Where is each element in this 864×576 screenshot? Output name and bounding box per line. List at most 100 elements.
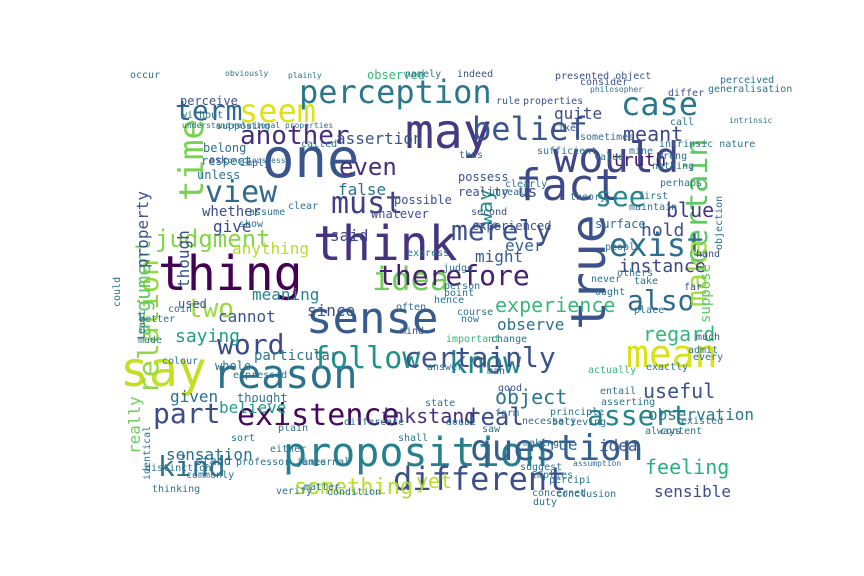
cloud-word: content (660, 426, 702, 437)
cloud-word: meant (623, 122, 683, 146)
cloud-word: idea (372, 260, 449, 298)
cloud-word: ever (505, 236, 544, 255)
cloud-word: coin (168, 304, 192, 315)
cloud-word: observe (497, 315, 564, 334)
cloud-word: nothing (652, 161, 694, 172)
cloud-word: differ (668, 88, 704, 99)
cloud-word: surface (595, 217, 646, 231)
cloud-word: hand (696, 249, 720, 260)
cloud-word: something (294, 475, 413, 500)
cloud-word: theory (570, 192, 606, 203)
cloud-word: even (339, 153, 397, 181)
cloud-word: mean (626, 332, 718, 376)
cloud-word: may (405, 104, 492, 160)
cloud-word: belief (472, 110, 588, 148)
cloud-word: make (680, 240, 713, 307)
cloud-word: say (120, 342, 207, 398)
cloud-word: fact (515, 160, 621, 211)
cloud-word: word (217, 328, 284, 361)
cloud-word: internal (302, 457, 350, 468)
cloud-word: property (133, 191, 152, 268)
cloud-word: term (175, 94, 242, 127)
cloud-word: imply (240, 158, 270, 169)
cloud-word: know (449, 346, 522, 381)
cloud-word: quite (554, 104, 602, 123)
cloud-word: another (240, 121, 350, 151)
cloud-word: believing (552, 417, 606, 428)
cloud-word: without (181, 110, 223, 121)
cloud-word: whatever (371, 207, 429, 221)
cloud-word: suppose (698, 264, 714, 323)
cloud-word: way (473, 189, 497, 225)
cloud-word: philosopher (590, 85, 643, 94)
cloud-word: suggest (520, 462, 562, 473)
cloud-word: true (539, 435, 578, 454)
cloud-word: man (487, 366, 505, 377)
cloud-word: hence (434, 295, 464, 306)
cloud-word: follow (312, 341, 421, 376)
cloud-word: never (591, 274, 621, 285)
cloud-word: observation (648, 405, 754, 424)
cloud-word: difference (344, 417, 404, 428)
cloud-word: generalisation (708, 84, 792, 95)
cloud-word: change (491, 334, 527, 345)
cloud-word: admit (688, 345, 718, 356)
cloud-word: sufficient (537, 146, 597, 157)
cloud-word: good (498, 383, 522, 394)
cloud-word: really (125, 396, 144, 454)
cloud-word: since (307, 301, 355, 320)
cloud-word: properties (523, 96, 583, 107)
cloud-word: ask (209, 155, 227, 166)
cloud-word: two (187, 294, 234, 324)
cloud-word: saying (175, 326, 240, 347)
cloud-word: reason (213, 352, 358, 398)
cloud-word: perhaps (660, 178, 702, 189)
cloud-word: course (457, 307, 493, 318)
cloud-word: possible (394, 193, 452, 207)
cloud-word: regard (643, 322, 715, 346)
cloud-word: meaning (252, 285, 319, 304)
cloud-word: sometimes (580, 132, 634, 143)
cloud-word: far (684, 282, 702, 293)
cloud-word: form (495, 408, 519, 419)
cloud-word: see (595, 180, 646, 213)
cloud-word: certain (680, 139, 715, 265)
cloud-word: particular (254, 348, 338, 364)
cloud-word: must (331, 186, 403, 221)
cloud-word: therefore (378, 259, 530, 292)
cloud-word: understand (182, 121, 230, 130)
cloud-word: kind (158, 450, 225, 483)
cloud-word: verify (276, 486, 312, 497)
cloud-word: unreal (489, 187, 525, 198)
cloud-word: cannot (218, 307, 276, 326)
cloud-word: stand (195, 454, 231, 468)
cloud-word: others (617, 268, 653, 279)
cloud-word: percipi (549, 475, 591, 486)
cloud-word: saw (482, 424, 501, 435)
cloud-word: made (138, 335, 162, 346)
cloud-word: duty (533, 497, 557, 508)
cloud-word: though (174, 230, 193, 288)
cloud-word: called (301, 139, 337, 150)
cloud-word: mind (400, 326, 424, 337)
cloud-word: experienced (472, 219, 551, 233)
cloud-word: better (139, 314, 175, 325)
cloud-word: experience (495, 293, 615, 317)
cloud-word: colour (162, 356, 198, 367)
cloud-word: sense (306, 293, 438, 344)
cloud-word: thought (237, 391, 288, 405)
cloud-word: idea (599, 436, 638, 455)
cloud-word: false (338, 180, 386, 199)
cloud-word: assert (587, 399, 688, 432)
cloud-word: existed (681, 416, 723, 427)
cloud-word: doubt (446, 417, 476, 428)
cloud-word: unless (197, 168, 240, 182)
cloud-word: view (205, 175, 278, 210)
cloud-word: question (470, 428, 643, 469)
cloud-word: much (696, 332, 720, 343)
cloud-word: express (407, 248, 449, 259)
cloud-word: truth (612, 150, 666, 171)
cloud-word: instance (619, 256, 706, 277)
cloud-word: believe (219, 398, 286, 417)
cloud-word: one (262, 127, 360, 190)
